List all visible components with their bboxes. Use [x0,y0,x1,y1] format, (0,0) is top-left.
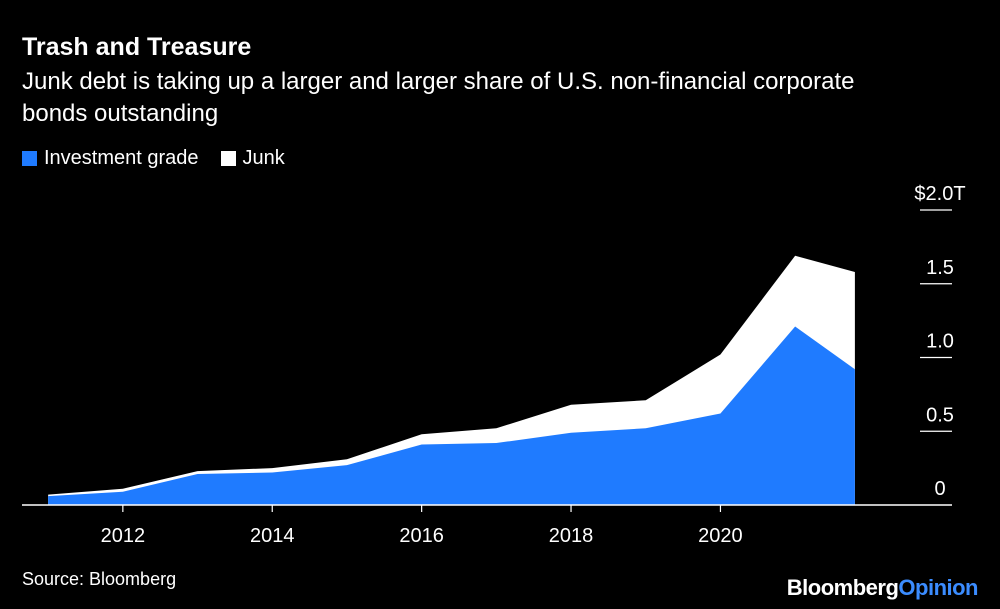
legend-label-junk: Junk [242,147,285,169]
y-tick-label: $2.0T [914,183,965,205]
legend-item-investment-grade: Investment grade [22,147,199,170]
source-note: Source: Bloomberg [22,569,177,589]
y-tick-label: 1.5 [926,257,954,279]
x-tick-label: 2016 [399,525,444,547]
y-tick-label: 0.5 [926,404,954,426]
y-tick-label: 0 [934,478,945,500]
legend-label-investment-grade: Investment grade [44,147,199,169]
chart-subtitle: Junk debt is taking up a larger and larg… [22,68,855,127]
brand-part-bloomberg: Bloomberg [786,575,899,600]
legend-item-junk: Junk [220,147,285,170]
investment-grade-area [48,326,855,505]
bloomberg-opinion-logo: BloombergOpinion [786,575,979,601]
x-tick-label: 2018 [549,525,594,547]
brand-part-opinion: Opinion [898,575,978,600]
x-tick-label: 2014 [250,525,295,547]
legend: Investment grade Junk [22,147,307,170]
x-tick-label: 2020 [698,525,743,547]
legend-swatch-junk [220,151,236,166]
legend-swatch-investment-grade [22,151,37,166]
x-tick-label: 2012 [101,525,146,547]
chart-title: Trash and Treasure [22,33,252,61]
y-tick-label: 1.0 [926,331,954,353]
